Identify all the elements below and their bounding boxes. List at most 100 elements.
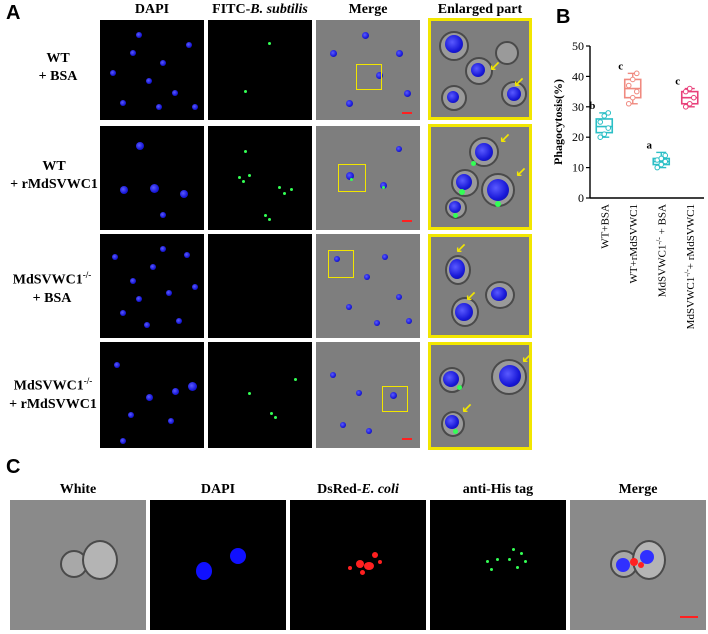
row-2-line-2: + rMdSVWC1 xyxy=(10,177,98,192)
significance-letter: c xyxy=(618,60,623,72)
significance-letter: c xyxy=(675,76,680,88)
x-category-label: WT+rMdSVWC1 xyxy=(628,204,640,284)
arrow-icon: ↙ xyxy=(513,75,525,91)
data-point xyxy=(601,131,608,137)
zoom-region-box xyxy=(382,386,408,412)
data-point xyxy=(601,113,608,119)
data-point xyxy=(658,155,665,162)
data-point xyxy=(662,158,669,165)
data-point xyxy=(682,88,689,95)
arrow-icon: ↙ xyxy=(521,351,532,367)
row3-enlarged-image: ↙ ↙ xyxy=(428,234,532,338)
data-point xyxy=(682,104,689,110)
column-header-anti-his: anti-His tag xyxy=(462,482,534,497)
row1-dapi-image xyxy=(100,20,204,120)
column-header-enlarged: Enlarged part xyxy=(437,2,523,17)
data-point xyxy=(654,164,661,171)
x-category-label: WT+BSA xyxy=(599,204,611,249)
row2-fitc-image xyxy=(208,126,312,230)
row-1-line-2: + BSA xyxy=(38,69,78,84)
arrow-icon: ↙ xyxy=(461,401,473,417)
row-label-2: WT + rMdSVWC1 xyxy=(6,158,102,194)
row-1-line-1: WT xyxy=(46,51,70,66)
x-category-label: MdSVWC1-/- + BSA xyxy=(654,204,669,297)
column-header-dapi: DAPI xyxy=(134,2,170,17)
data-point xyxy=(597,119,604,125)
fitc-label: FITC- xyxy=(212,2,251,17)
y-tick-label: 30 xyxy=(572,100,584,114)
phagocytosis-box-chart: 0 10 20 30 40 50 Phagocytosis(%) b WT+BSA c WT+rMd… xyxy=(551,39,704,329)
row-4-line-2: + rMdSVWC1 xyxy=(9,396,97,412)
zoom-region-box xyxy=(328,250,354,278)
data-point xyxy=(686,100,693,107)
y-tick-label: 20 xyxy=(572,130,584,144)
scale-bar xyxy=(402,220,412,222)
scale-bar xyxy=(680,616,698,618)
data-point xyxy=(629,76,636,83)
significance-letter: b xyxy=(589,100,595,112)
e-coli-label: E. coli xyxy=(361,482,399,497)
row-3-line-1: MdSVWC1-/- xyxy=(12,270,92,288)
column-header-merge: Merge xyxy=(348,2,388,17)
arrow-icon: ↙ xyxy=(455,241,467,257)
data-point xyxy=(686,85,693,92)
panel-c-letter: C xyxy=(6,456,21,478)
row2-dapi-image xyxy=(100,126,204,230)
column-header-dapi-c: DAPI xyxy=(200,482,236,497)
row2-enlarged-image: ↙ ↙ xyxy=(428,124,532,230)
scale-bar xyxy=(402,112,412,114)
data-point xyxy=(629,94,636,101)
row3-fitc-image xyxy=(208,234,312,338)
scale-bar xyxy=(402,438,412,440)
white-channel-image xyxy=(10,500,146,630)
row2-merge-image xyxy=(316,126,420,230)
column-header-merge-c: Merge xyxy=(618,482,658,497)
y-tick-label: 0 xyxy=(578,191,584,205)
data-point xyxy=(597,134,604,140)
row1-fitc-image xyxy=(208,20,312,120)
panel-a-letter: A xyxy=(6,2,21,24)
data-point xyxy=(690,94,697,101)
y-tick-label: 10 xyxy=(572,161,584,175)
data-point xyxy=(662,152,669,159)
row1-merge-image xyxy=(316,20,420,120)
y-axis-label: Phagocytosis(%) xyxy=(551,79,565,165)
dsred-channel-image xyxy=(290,500,426,630)
arrow-icon: ↙ xyxy=(489,59,501,75)
data-point xyxy=(625,82,632,89)
arrow-icon: ↙ xyxy=(499,131,511,147)
data-point xyxy=(625,100,632,107)
row-4-line-1: MdSVWC1-/- xyxy=(13,376,93,394)
y-tick-label: 40 xyxy=(572,69,584,83)
data-point xyxy=(658,161,665,168)
arrow-icon: ↙ xyxy=(465,289,477,305)
column-header-fitc: FITC-B. subtilis xyxy=(208,2,312,18)
significance-letter: a xyxy=(647,139,653,151)
row3-dapi-image xyxy=(100,234,204,338)
dapi-channel-image xyxy=(150,500,286,630)
data-point xyxy=(605,110,612,116)
data-point xyxy=(633,70,640,77)
y-tick-label: 50 xyxy=(572,39,584,53)
row-label-1: WT + BSA xyxy=(18,50,98,86)
row3-merge-image xyxy=(316,234,420,338)
row-3-line-2: + BSA xyxy=(32,290,72,306)
x-category-label: MdSVWC1-/-+ rMdSVWC1 xyxy=(682,204,697,329)
row4-merge-image xyxy=(316,342,420,448)
dsred-label: DsRed- xyxy=(317,482,362,497)
row4-enlarged-image: ↙ ↙ xyxy=(428,342,532,450)
b-subtilis-label: B. subtilis xyxy=(250,2,308,17)
row4-fitc-image xyxy=(208,342,312,448)
zoom-region-box xyxy=(356,64,382,90)
anti-his-channel-image xyxy=(430,500,566,630)
row-2-line-1: WT xyxy=(42,159,66,174)
arrow-icon: ↙ xyxy=(515,165,527,181)
data-point xyxy=(605,125,612,131)
column-header-white: White xyxy=(59,482,97,497)
row1-enlarged-image: ↙ ↙ xyxy=(428,18,532,120)
data-point xyxy=(633,88,640,95)
row-label-4: MdSVWC1-/- + rMdSVWC1 xyxy=(4,372,102,414)
zoom-region-box xyxy=(338,164,366,192)
column-header-dsred: DsRed-E. coli xyxy=(290,482,426,498)
panel-b-letter: B xyxy=(556,6,571,28)
